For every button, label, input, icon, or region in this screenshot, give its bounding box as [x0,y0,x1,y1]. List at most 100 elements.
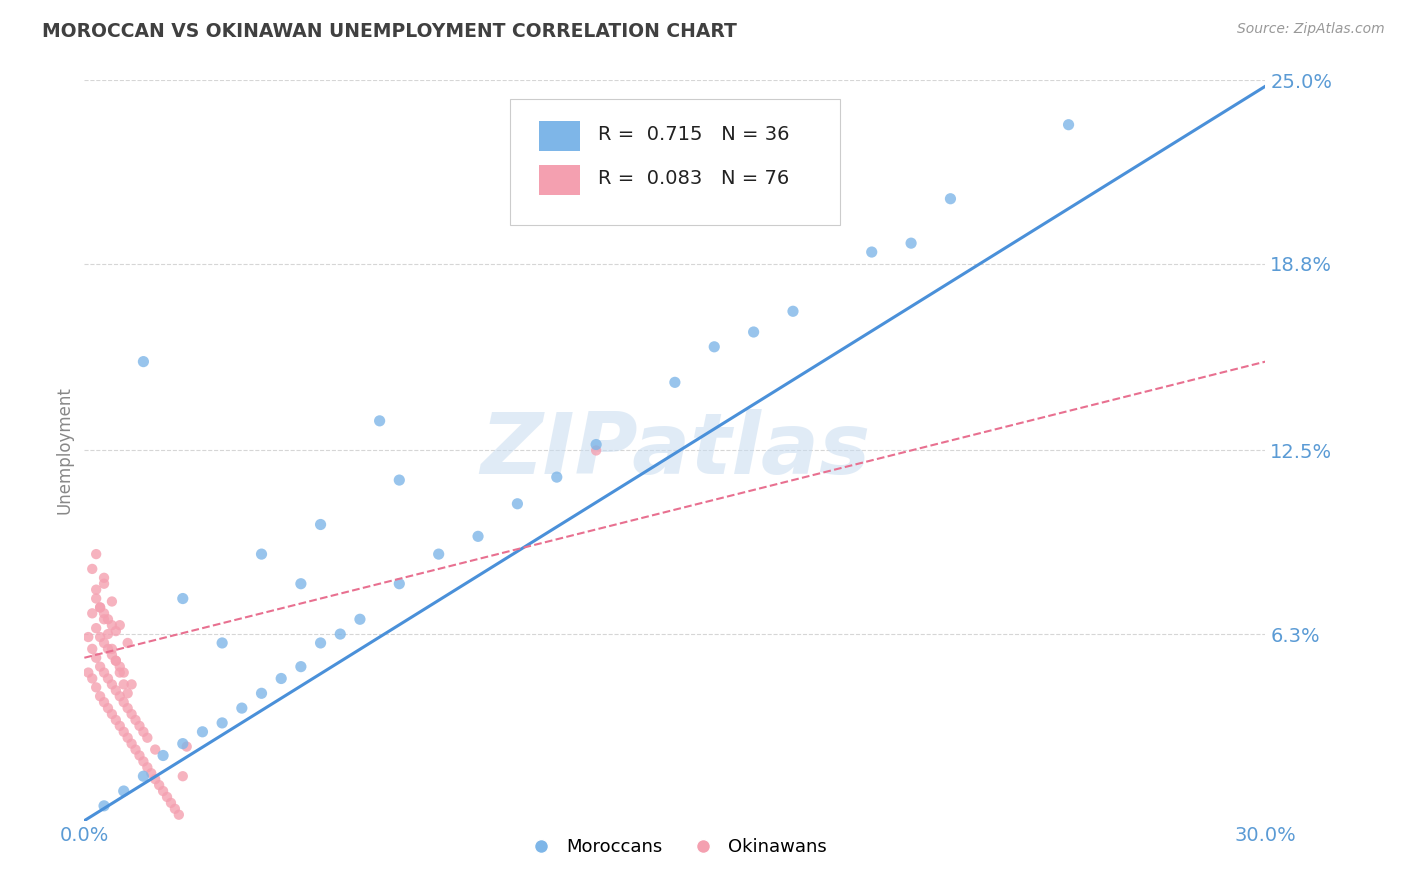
Point [77,665,100,680]
Point [97,612,120,626]
Point [89,600,111,615]
Point [93,607,115,621]
Point [250,547,273,561]
Point [84,621,107,635]
Point [349,612,371,626]
Point [97,627,120,641]
Point [191,724,214,739]
Point [211,636,233,650]
Point [329,627,352,641]
Point [546,470,568,484]
Point [104,683,127,698]
Text: ZIPatlas: ZIPatlas [479,409,870,492]
Point [93,576,115,591]
Point [112,724,135,739]
Point [108,719,131,733]
Point [93,612,115,626]
Point [77,630,100,644]
Point [860,245,883,260]
Point [84,547,107,561]
Point [128,719,150,733]
Point [84,681,107,695]
Point [172,591,194,606]
Point [101,594,124,608]
Point [1057,118,1080,132]
Text: R =  0.715   N = 36: R = 0.715 N = 36 [598,125,790,144]
Point [117,636,139,650]
Point [112,665,135,680]
Point [108,659,131,673]
Point [132,354,155,368]
FancyBboxPatch shape [509,99,841,225]
Point [97,701,120,715]
Point [82,607,104,621]
FancyBboxPatch shape [538,121,581,151]
Point [156,789,179,804]
Point [585,443,607,458]
Point [93,695,115,709]
Text: Source: ZipAtlas.com: Source: ZipAtlas.com [1237,22,1385,37]
Point [104,654,127,668]
Point [141,766,163,780]
Point [104,654,127,668]
Point [93,571,115,585]
Point [101,618,124,632]
Point [132,769,155,783]
Point [152,784,174,798]
Point [467,529,489,543]
Point [84,582,107,597]
Point [89,690,111,704]
Point [172,737,194,751]
Text: MOROCCAN VS OKINAWAN UNEMPLOYMENT CORRELATION CHART: MOROCCAN VS OKINAWAN UNEMPLOYMENT CORREL… [42,22,737,41]
Point [290,659,312,673]
Point [89,630,111,644]
Point [132,724,155,739]
Point [101,706,124,721]
Point [89,600,111,615]
Point [939,192,962,206]
Point [782,304,804,318]
Point [211,715,233,730]
Point [104,713,127,727]
Point [250,686,273,700]
Point [93,798,115,813]
Point [93,636,115,650]
Point [84,591,107,606]
Point [172,769,194,783]
Point [309,517,332,532]
Point [290,576,312,591]
Point [101,648,124,662]
Point [108,665,131,680]
Point [101,677,124,691]
Point [143,772,166,787]
Point [117,686,139,700]
Text: R =  0.083   N = 76: R = 0.083 N = 76 [598,169,789,188]
Point [231,701,253,715]
Point [132,755,155,769]
Point [82,562,104,576]
Point [121,737,143,751]
Point [900,236,922,251]
Point [108,618,131,632]
Point [84,650,107,665]
Point [160,796,183,810]
Point [703,340,725,354]
Point [82,641,104,656]
Point [93,665,115,680]
Point [108,690,131,704]
Point [117,701,139,715]
Point [124,713,146,727]
Point [506,497,529,511]
Point [89,659,111,673]
Point [388,576,411,591]
FancyBboxPatch shape [538,165,581,195]
Point [117,731,139,745]
Point [124,742,146,756]
Point [148,778,170,792]
Point [112,677,135,691]
Point [176,739,198,754]
Point [270,672,292,686]
Point [163,802,186,816]
Point [585,437,607,451]
Point [309,636,332,650]
